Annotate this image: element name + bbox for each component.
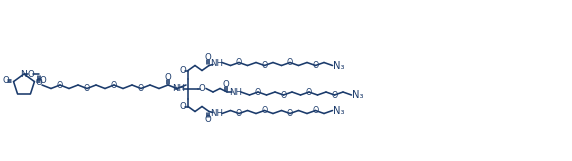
Text: O: O [236,109,242,118]
Text: O: O [331,90,337,99]
Text: O: O [39,76,46,85]
Text: N₃: N₃ [333,105,344,115]
Text: N₃: N₃ [333,61,344,71]
Text: O: O [138,84,144,93]
Text: O: O [287,58,293,67]
Text: O: O [261,106,268,115]
Text: O: O [306,87,312,96]
Text: N: N [21,70,27,79]
Text: O: O [84,84,90,93]
Text: O: O [198,84,205,93]
Text: O: O [312,61,319,70]
Text: N₃: N₃ [352,90,363,100]
Text: O: O [280,90,287,99]
Text: O: O [261,61,268,70]
Text: O: O [180,102,186,111]
Text: O: O [111,80,117,90]
Text: O: O [236,58,242,67]
Text: O: O [223,80,229,89]
Text: O: O [165,72,172,81]
Text: O: O [255,87,261,96]
Text: NH: NH [173,84,185,93]
Text: O: O [180,66,186,75]
Text: NH: NH [210,109,224,118]
Text: O: O [205,53,212,62]
Text: O: O [2,76,9,85]
Text: O: O [27,70,34,79]
Text: O: O [205,115,212,124]
Text: O: O [287,109,293,118]
Text: O: O [35,77,42,86]
Text: O: O [57,80,63,90]
Text: NH: NH [210,59,224,68]
Text: NH: NH [229,87,243,96]
Text: O: O [312,106,319,115]
